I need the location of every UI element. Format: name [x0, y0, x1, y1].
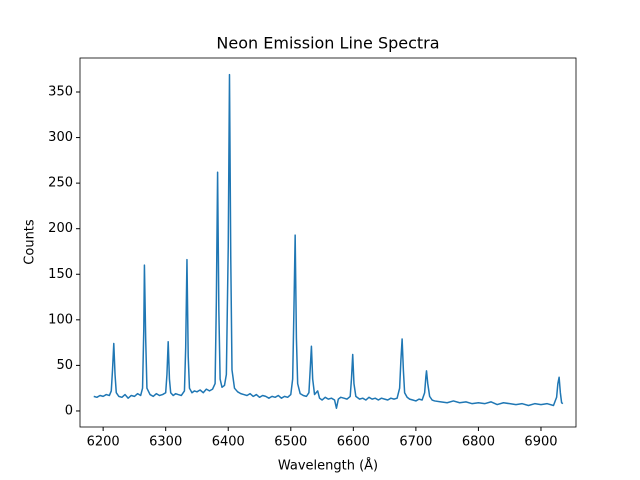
chart-title: Neon Emission Line Spectra: [216, 34, 439, 53]
x-tick-label: 6400: [212, 435, 245, 450]
y-axis-label: Counts: [23, 219, 38, 265]
x-tick-label: 6200: [87, 435, 120, 450]
y-tick-label: 350: [48, 84, 73, 99]
y-tick-label: 0: [65, 403, 73, 418]
x-tick-label: 6600: [337, 435, 370, 450]
y-tick-label: 300: [48, 130, 73, 145]
y-tick-label: 100: [48, 312, 73, 327]
x-axis-label: Wavelength (Å): [278, 458, 378, 474]
x-tick-label: 6700: [399, 435, 432, 450]
x-tick-label: 6900: [524, 435, 557, 450]
y-tick-label: 200: [48, 221, 73, 236]
x-tick-label: 6800: [462, 435, 495, 450]
x-tick-label: 6500: [274, 435, 307, 450]
plot-frame: [79, 57, 577, 428]
y-tick-label: 250: [48, 176, 73, 191]
x-tick-label: 6300: [149, 435, 182, 450]
spectrum-line: [93, 73, 564, 409]
y-tick-label: 50: [56, 358, 73, 373]
y-tick-label: 150: [48, 267, 73, 282]
